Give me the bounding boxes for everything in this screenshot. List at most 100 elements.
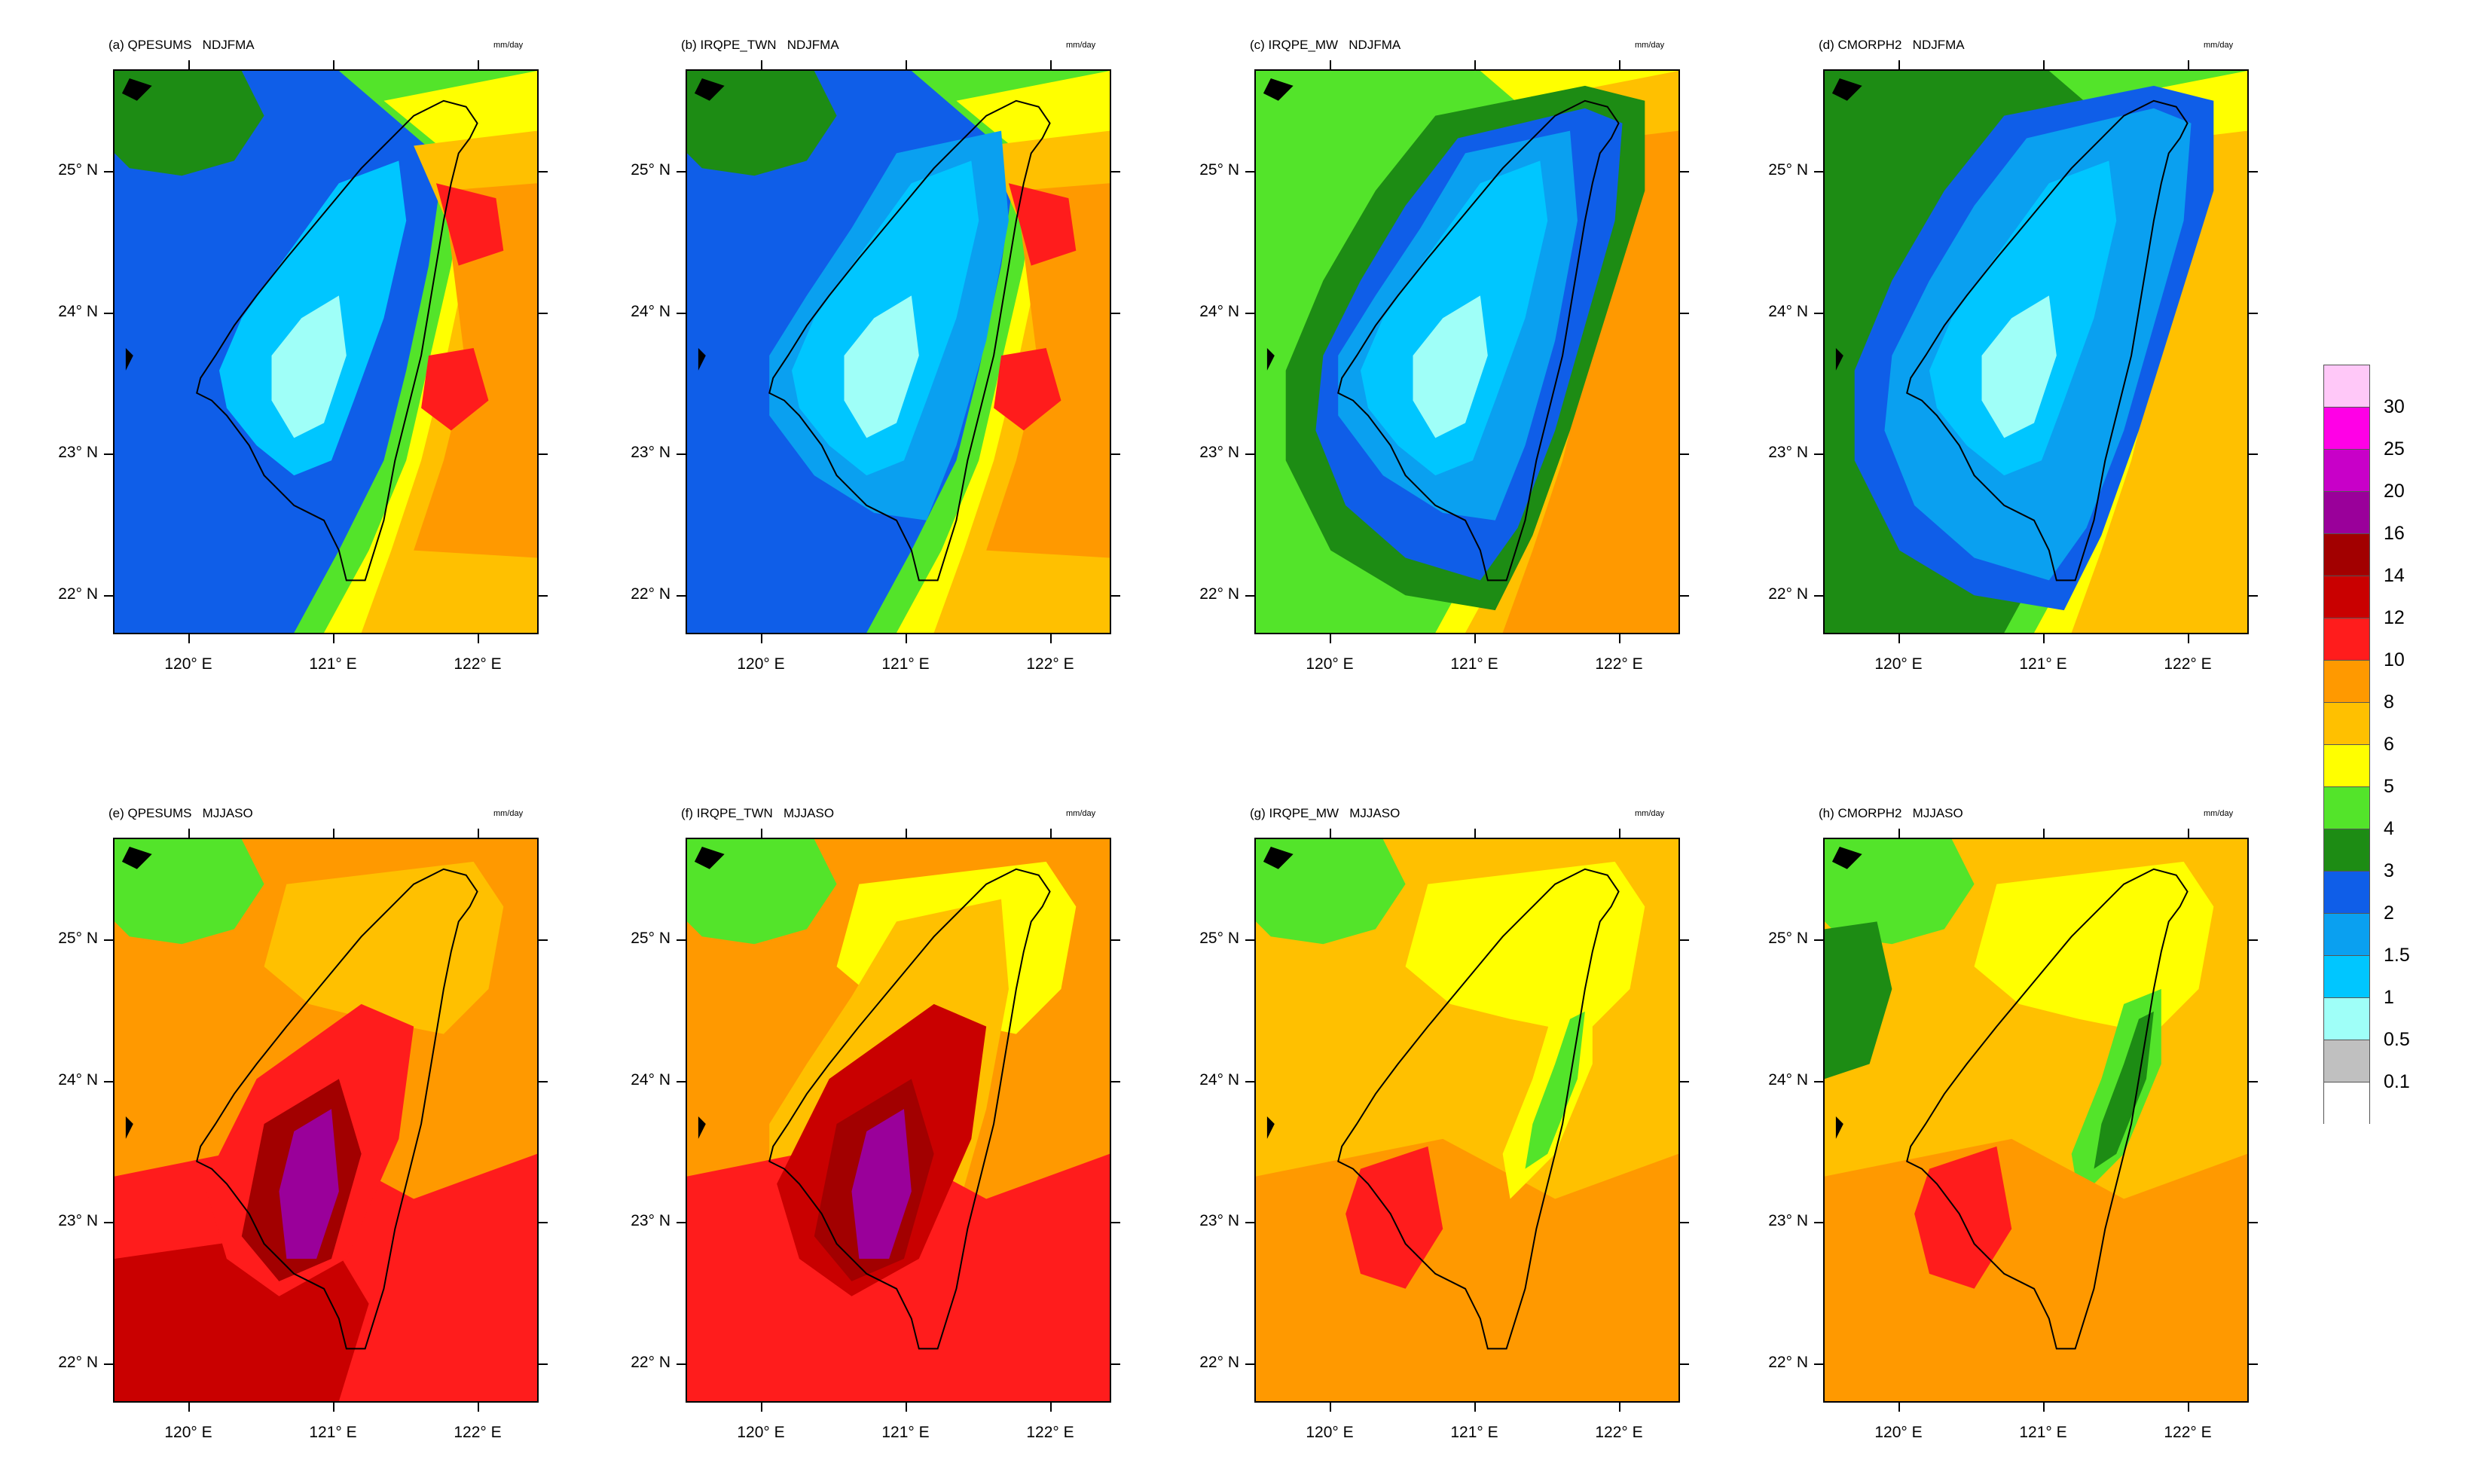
lat-tick	[677, 453, 686, 455]
panel-title: (c) IRQPE_MW NDJFMA	[1250, 38, 1401, 52]
colorbar-swatch	[2323, 829, 2370, 871]
lat-tick	[1111, 1222, 1120, 1223]
lat-tick-label: 22° N	[1199, 1354, 1239, 1371]
lat-tick-label: 23° N	[631, 1212, 670, 1229]
lon-tick-label: 121° E	[881, 1424, 930, 1441]
taiwan-coastline	[768, 868, 1051, 1350]
lat-tick-label: 24° N	[1199, 303, 1239, 320]
lon-tick	[906, 634, 907, 643]
lat-tick	[677, 1081, 686, 1082]
map-frame	[1254, 838, 1680, 1403]
lon-tick-label: 120° E	[737, 655, 785, 673]
lat-tick	[1814, 1222, 1823, 1223]
colorbar-label: 16	[2384, 523, 2405, 544]
contour-eastridge2	[1525, 1011, 1585, 1169]
map-panel: (g) IRQPE_MW MJJASO mm/day 25° N 24° N 23° N…	[1199, 806, 1812, 1484]
lon-tick	[2043, 60, 2045, 69]
lat-tick	[1680, 453, 1689, 455]
lon-tick-label: 122° E	[1595, 655, 1643, 673]
lon-tick	[1619, 829, 1620, 838]
lat-tick	[104, 313, 113, 314]
lat-tick-label: 24° N	[58, 1071, 98, 1089]
lon-tick	[188, 634, 190, 643]
lat-tick	[539, 939, 548, 941]
contour-south	[1825, 1138, 2247, 1401]
map-frame	[113, 838, 539, 1403]
lat-tick	[1245, 171, 1254, 173]
contour-south	[1256, 1138, 1678, 1401]
precip-field	[687, 839, 1110, 1401]
lat-tick	[1814, 313, 1823, 314]
unit-label: mm/day	[1635, 41, 1665, 50]
lat-tick-label: 22° N	[1768, 1354, 1808, 1371]
lat-tick	[1245, 1222, 1254, 1223]
colorbar-swatch	[2323, 1082, 2370, 1124]
panel-title: (g) IRQPE_MW MJJASO	[1250, 806, 1400, 820]
lon-tick-label: 120° E	[1306, 655, 1354, 673]
lat-tick	[1111, 171, 1120, 173]
lat-tick	[677, 595, 686, 597]
lat-tick	[104, 1222, 113, 1223]
lon-tick	[478, 634, 479, 643]
contour-landcore	[844, 295, 919, 438]
lon-tick	[478, 829, 479, 838]
colorbar-label: 1.5	[2384, 945, 2410, 966]
taiwan-coastline	[1906, 99, 2189, 582]
lat-tick	[677, 1222, 686, 1223]
colorbar-label: 12	[2384, 607, 2405, 628]
map-panel: (e) QPESUMS MJJASO mm/day 25° N 24° N 23° N 2…	[58, 806, 670, 1484]
lon-tick-label: 121° E	[1450, 655, 1498, 673]
lat-tick	[104, 171, 113, 173]
lon-tick	[1330, 634, 1331, 643]
colorbar-label: 14	[2384, 565, 2405, 586]
lat-tick	[1111, 1081, 1120, 1082]
lat-tick-label: 25° N	[1199, 161, 1239, 179]
lon-tick	[906, 829, 907, 838]
lat-tick	[1814, 595, 1823, 597]
lat-tick	[1245, 1363, 1254, 1365]
lon-tick-label: 120° E	[1874, 655, 1923, 673]
lat-tick	[1680, 1222, 1689, 1223]
colorbar-label: 2	[2384, 902, 2394, 924]
lon-tick	[2188, 60, 2189, 69]
colorbar-label: 30	[2384, 396, 2405, 417]
contour-landcore	[1413, 295, 1488, 438]
lat-tick	[1680, 171, 1689, 173]
lon-tick-label: 122° E	[454, 1424, 502, 1441]
lon-tick-label: 122° E	[1026, 1424, 1074, 1441]
lat-tick-label: 23° N	[1768, 1212, 1808, 1229]
lon-tick	[1050, 634, 1052, 643]
lat-tick-label: 23° N	[1199, 1212, 1239, 1229]
lon-tick-label: 120° E	[1306, 1424, 1354, 1441]
contour-nw	[1825, 839, 1975, 945]
colorbar-label: 0.1	[2384, 1071, 2410, 1092]
colorbar-swatch	[2323, 997, 2370, 1040]
precip-field	[1256, 839, 1678, 1401]
colorbar-label: 4	[2384, 818, 2394, 839]
lon-tick	[1330, 60, 1331, 69]
unit-label: mm/day	[2204, 809, 2234, 818]
contour-nw	[687, 71, 837, 176]
lon-tick	[1619, 634, 1620, 643]
map-frame	[1254, 69, 1680, 634]
lon-tick-label: 121° E	[881, 655, 930, 673]
panel-title: (a) QPESUMS NDJFMA	[108, 38, 255, 52]
lat-tick	[1111, 595, 1120, 597]
lon-tick	[2043, 634, 2045, 643]
map-frame	[1823, 69, 2249, 634]
lon-tick	[1050, 1403, 1052, 1412]
lat-tick	[1680, 595, 1689, 597]
contour-hot1	[421, 183, 504, 431]
colorbar-label: 1	[2384, 987, 2394, 1008]
unit-label: mm/day	[1066, 41, 1096, 50]
colorbar-label: 5	[2384, 776, 2394, 797]
lat-tick-label: 25° N	[1768, 930, 1808, 947]
lat-tick-label: 25° N	[631, 161, 670, 179]
lat-tick	[2249, 1222, 2258, 1223]
unit-label: mm/day	[1635, 809, 1665, 818]
taiwan-coastline	[1337, 99, 1620, 582]
lon-tick	[1898, 634, 1900, 643]
lat-tick-label: 22° N	[1199, 585, 1239, 603]
colorbar-swatch	[2323, 449, 2370, 491]
lat-tick	[1111, 313, 1120, 314]
